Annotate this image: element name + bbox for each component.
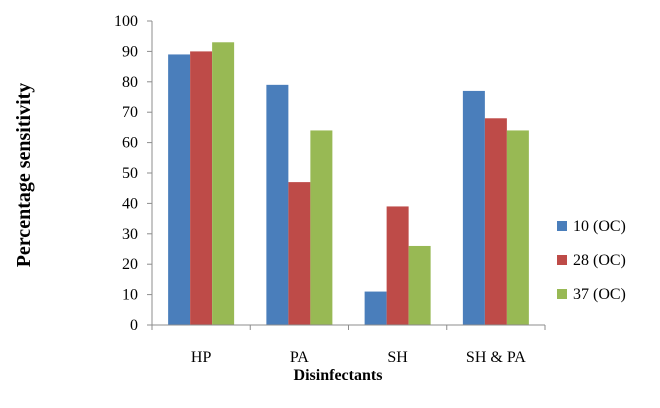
bar [386, 206, 409, 325]
x-tick-label: PA [290, 349, 309, 366]
bar [168, 54, 191, 325]
y-axis-title: Percentage sensitivity [13, 83, 35, 268]
bar [484, 118, 507, 325]
legend-swatch [557, 289, 567, 299]
y-tick-label: 10 [122, 287, 138, 304]
y-tick-label: 30 [122, 226, 138, 243]
y-tick-label: 100 [114, 13, 138, 30]
x-tick-label: HP [191, 349, 212, 366]
y-axis-ticks: 0 10 20 30 40 50 60 70 80 90 100 [114, 13, 152, 334]
x-axis-ticks: HP PA SH SH & PA [151, 325, 546, 366]
legend-label: 28 (OC) [573, 252, 626, 269]
y-tick-label: 0 [130, 317, 138, 334]
bar [266, 84, 289, 325]
bar [288, 182, 311, 325]
bars [168, 42, 529, 326]
bar [190, 51, 213, 326]
legend: 10 (OC) 28 (OC) 37 (OC) [557, 218, 626, 303]
bar [408, 245, 431, 325]
y-tick-label: 70 [122, 104, 138, 121]
x-tick-label: SH [387, 349, 408, 366]
y-tick-label: 50 [122, 165, 138, 182]
y-tick-label: 60 [122, 135, 138, 152]
y-tick-label: 40 [122, 195, 138, 212]
x-tick-label: SH & PA [466, 349, 526, 366]
legend-swatch [557, 221, 567, 231]
y-tick-label: 80 [122, 74, 138, 91]
bar [310, 130, 333, 325]
x-axis-title: Disinfectants [294, 367, 383, 384]
legend-label: 10 (OC) [573, 218, 626, 235]
bar [364, 291, 387, 325]
bar [212, 42, 235, 325]
legend-swatch [557, 255, 567, 265]
legend-label: 37 (OC) [573, 286, 626, 303]
y-tick-label: 90 [122, 43, 138, 60]
bar [506, 130, 529, 325]
y-tick-label: 20 [122, 256, 138, 273]
bar [462, 90, 485, 325]
